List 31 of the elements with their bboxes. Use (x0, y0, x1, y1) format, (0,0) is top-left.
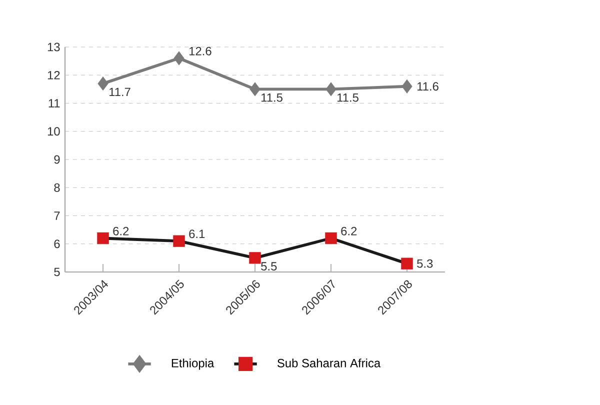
y-tick-label: 12 (48, 70, 60, 80)
data-label: 6.2 (113, 226, 129, 236)
point (98, 76, 108, 90)
y-tick-label: 8 (54, 183, 60, 192)
data-label: 11.5 (337, 93, 358, 102)
point (401, 258, 413, 270)
data-label: 5.3 (417, 259, 433, 268)
y-tick-label: 7 (54, 212, 60, 220)
y-tick-label: 6 (54, 240, 60, 248)
data-label: 6.1 (189, 230, 205, 238)
data-label: 6.2 (341, 226, 357, 236)
legend-label: Ethiopia (172, 358, 214, 370)
point (174, 51, 184, 66)
y-tick-label: 11 (48, 99, 60, 108)
point (402, 79, 412, 94)
y-tick-label: 9 (54, 155, 60, 164)
point (173, 235, 185, 247)
y-tick-label: 13 (48, 42, 60, 52)
point (249, 252, 261, 264)
point (326, 82, 336, 96)
point (325, 232, 337, 244)
data-label: 11.5 (261, 93, 282, 102)
point (97, 232, 109, 244)
y-tick-label: 10 (48, 127, 60, 136)
data-label: 11.6 (417, 82, 438, 91)
data-label: 12.6 (189, 46, 212, 56)
y-tick-label: 5 (54, 268, 60, 276)
legend-label: Sub Saharan Africa (277, 358, 381, 368)
data-label: 5.5 (261, 262, 277, 271)
data-label: 11.7 (109, 88, 130, 96)
point (250, 82, 260, 96)
